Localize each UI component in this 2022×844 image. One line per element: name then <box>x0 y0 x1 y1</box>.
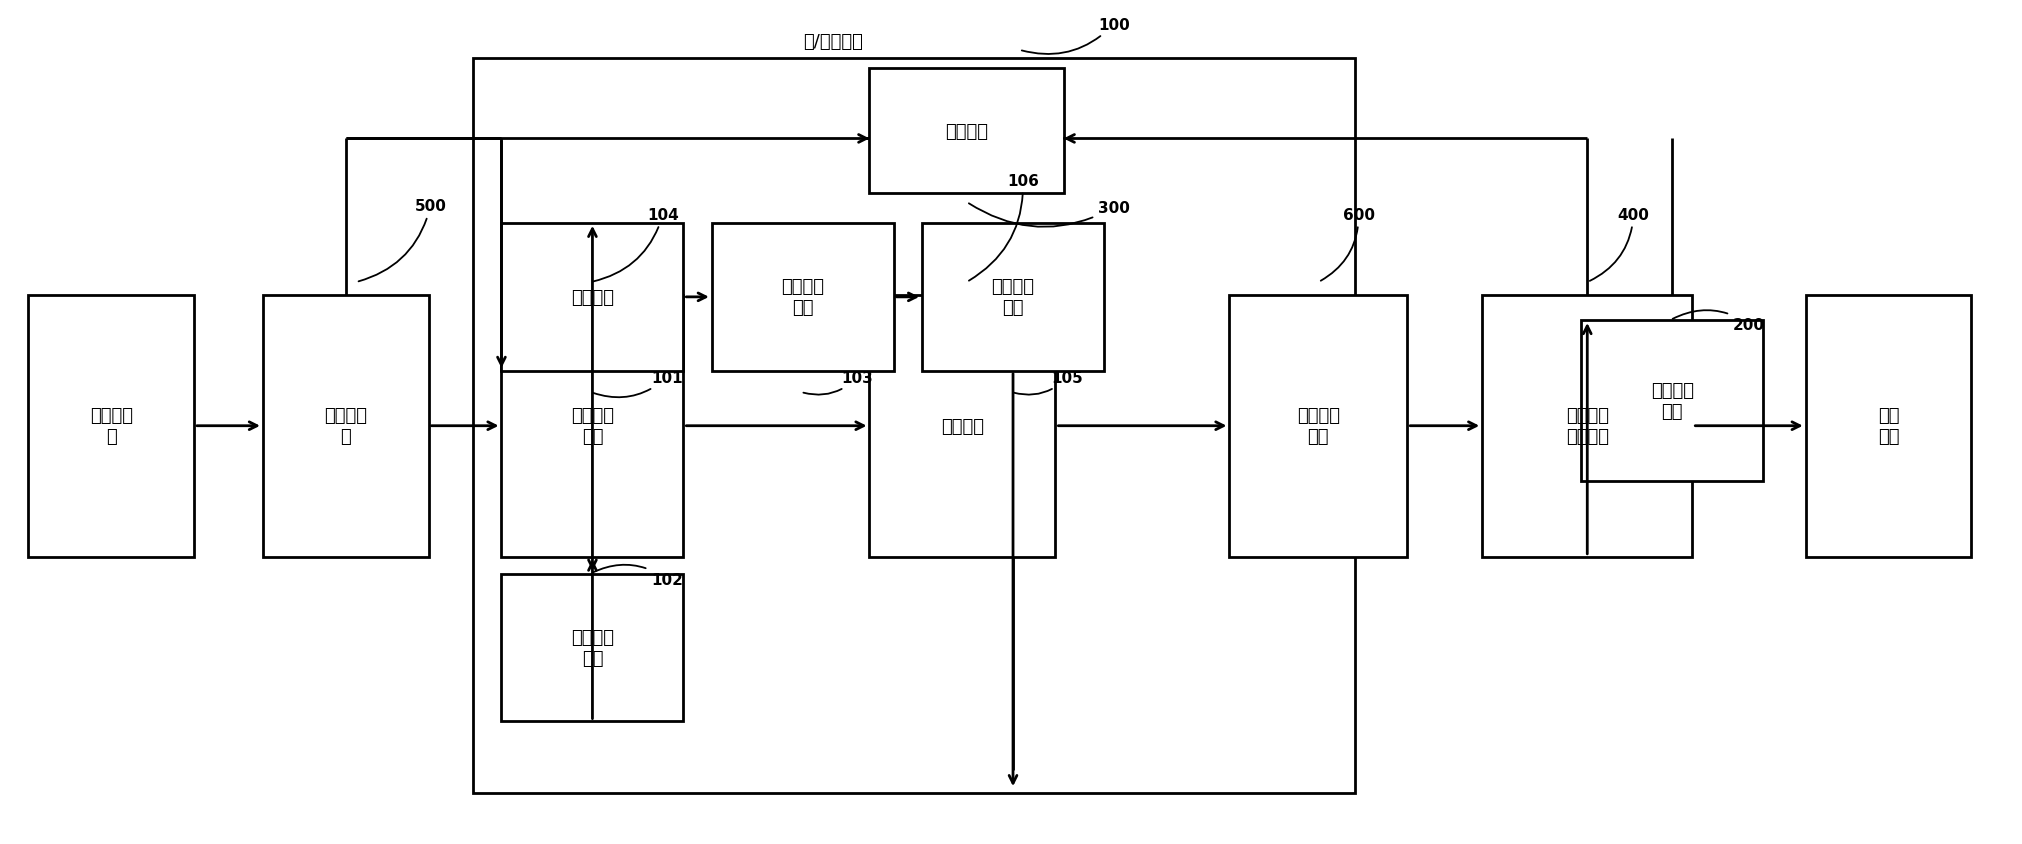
FancyBboxPatch shape <box>501 224 683 371</box>
Text: 400: 400 <box>1589 208 1650 282</box>
Text: 200: 200 <box>1672 311 1765 333</box>
Text: 储能模块: 储能模块 <box>940 417 985 436</box>
Text: 600: 600 <box>1320 208 1375 281</box>
FancyBboxPatch shape <box>501 574 683 722</box>
Text: 106: 106 <box>969 174 1039 281</box>
FancyBboxPatch shape <box>712 224 894 371</box>
Text: 整流滤波
单元: 整流滤波 单元 <box>1296 407 1341 446</box>
FancyBboxPatch shape <box>1229 295 1407 557</box>
Text: 升压模块: 升压模块 <box>570 289 615 306</box>
Text: 第一驱动
模块: 第一驱动 模块 <box>570 629 615 667</box>
Text: 103: 103 <box>803 371 874 395</box>
Text: 500: 500 <box>358 199 447 282</box>
Text: 第二驱动
模块: 第二驱动 模块 <box>780 279 825 316</box>
FancyBboxPatch shape <box>28 295 194 557</box>
FancyBboxPatch shape <box>869 69 1064 194</box>
Text: 105: 105 <box>1013 371 1084 395</box>
Text: 102: 102 <box>592 565 683 587</box>
FancyBboxPatch shape <box>1482 295 1692 557</box>
Text: 防反插单
元: 防反插单 元 <box>324 407 368 446</box>
Text: 升/降压单元: 升/降压单元 <box>803 33 863 51</box>
Text: 101: 101 <box>592 371 683 398</box>
FancyBboxPatch shape <box>1581 321 1763 481</box>
FancyBboxPatch shape <box>922 224 1104 371</box>
Text: 104: 104 <box>592 208 679 282</box>
Text: 100: 100 <box>1021 18 1130 55</box>
FancyBboxPatch shape <box>869 295 1055 557</box>
FancyBboxPatch shape <box>263 295 429 557</box>
FancyBboxPatch shape <box>501 295 683 557</box>
FancyBboxPatch shape <box>1806 295 1971 557</box>
Text: 充电电流
检测单元: 充电电流 检测单元 <box>1565 407 1610 446</box>
Text: 控制单元: 控制单元 <box>944 122 989 141</box>
Text: 电压检测
单元: 电压检测 单元 <box>1650 381 1694 420</box>
Text: 第二开关
模块: 第二开关 模块 <box>991 279 1035 316</box>
Text: 充电
电池: 充电 电池 <box>1878 407 1899 446</box>
Text: 第一开关
模块: 第一开关 模块 <box>570 407 615 446</box>
Text: 电源适配
器: 电源适配 器 <box>89 407 133 446</box>
Text: 300: 300 <box>969 201 1130 228</box>
